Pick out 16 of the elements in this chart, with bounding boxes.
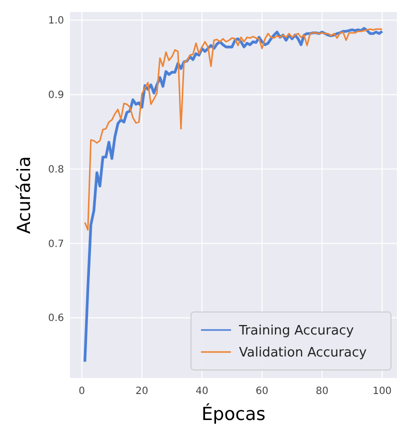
- line-series: [84, 28, 383, 231]
- y-tick-label: 0.9: [48, 90, 64, 102]
- y-axis-title: Acurácia: [14, 156, 35, 234]
- x-tick-label: 20: [136, 386, 148, 397]
- y-tick-label: 0.8: [48, 164, 64, 176]
- y-tick-label: 1.0: [48, 16, 64, 27]
- y-tick-label: 0.7: [48, 238, 64, 250]
- x-tick-label: 40: [196, 386, 208, 397]
- x-axis-title: Épocas: [201, 403, 266, 425]
- x-tick-label: 0: [78, 386, 86, 397]
- x-tick-label: 80: [316, 386, 328, 397]
- legend-label: Training Accuracy: [238, 324, 354, 339]
- x-tick-label: 100: [372, 386, 392, 397]
- legend-label: Validation Accuracy: [239, 346, 367, 361]
- x-tick-label: 60: [256, 386, 268, 397]
- y-tick-label: 0.6: [48, 313, 64, 324]
